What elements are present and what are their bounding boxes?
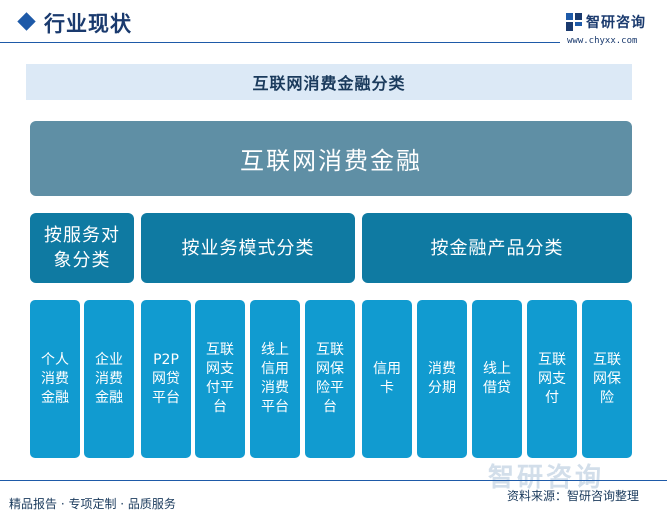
leaf-label: 个人消费金融 — [41, 351, 69, 406]
leaf-node: 互联网支付平台 — [195, 300, 245, 458]
category-node-business-model: 按业务模式分类 — [141, 213, 355, 283]
root-node-label: 互联网消费金融 — [240, 147, 422, 175]
leaf-node: 线上信用消费平台 — [250, 300, 300, 458]
category-node-service: 按服务对象分类 — [30, 213, 134, 283]
footer-slogan: 精品报告 · 专项定制 · 品质服务 — [9, 497, 176, 511]
category-label: 按业务模式分类 — [181, 237, 315, 259]
header-diamond-icon — [17, 12, 36, 31]
category-label: 按金融产品分类 — [430, 237, 564, 259]
leaf-node: 企业消费金融 — [84, 300, 134, 458]
leaf-label: 线上信用消费平台 — [261, 342, 289, 415]
leaf-node: 线上借贷 — [472, 300, 522, 458]
leaf-node: 消费分期 — [417, 300, 467, 458]
root-node: 互联网消费金融 — [30, 121, 632, 196]
leaf-node: P2P网贷平台 — [141, 300, 191, 458]
leaf-label: 互联网保险 — [593, 351, 621, 406]
logo-name: 智研咨询 — [586, 15, 646, 31]
leaf-label: 互联网保险平台 — [316, 342, 344, 415]
source-note: 资料来源：智研咨询整理 — [507, 489, 640, 503]
diagram-title-banner: 互联网消费金融分类 — [26, 64, 632, 100]
leaf-label: 企业消费金融 — [95, 351, 123, 406]
leaf-node: 个人消费金融 — [30, 300, 80, 458]
logo-url: www.chyxx.com — [567, 36, 638, 46]
category-node-financial-product: 按金融产品分类 — [362, 213, 632, 283]
leaf-label: 线上借贷 — [483, 361, 511, 396]
leaf-node: 互联网保险平台 — [305, 300, 355, 458]
header-divider — [0, 42, 560, 43]
leaf-label: 消费分期 — [428, 361, 456, 396]
category-label: 按服务对象分类 — [44, 225, 120, 271]
leaf-label: 互联网支付平台 — [206, 342, 234, 415]
leaf-label: 信用卡 — [373, 361, 401, 396]
leaf-label: P2P网贷平台 — [152, 351, 180, 406]
leaf-node: 互联网保险 — [582, 300, 632, 458]
logo-icon — [566, 13, 582, 31]
section-title: 行业现状 — [44, 12, 132, 36]
diagram-title: 互联网消费金融分类 — [252, 74, 406, 93]
leaf-node: 互联网支付 — [527, 300, 577, 458]
footer-divider — [0, 480, 667, 481]
leaf-node: 信用卡 — [362, 300, 412, 458]
leaf-label: 互联网支付 — [538, 351, 566, 406]
watermark-text: 智研咨询 — [488, 463, 605, 493]
